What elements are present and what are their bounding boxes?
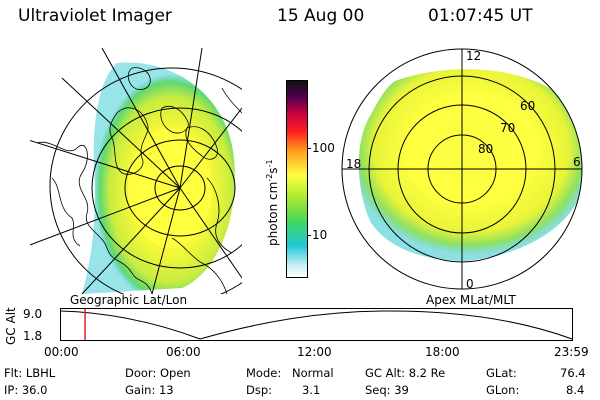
- instrument-title: Ultraviolet Imager: [18, 6, 172, 26]
- altitude-curve: [60, 310, 573, 340]
- time-label: 01:07:45 UT: [428, 6, 533, 26]
- geographic-map-label: Geographic Lat/Lon: [70, 293, 188, 307]
- altitude-axis-label: GC Alt: [4, 307, 18, 345]
- colorbar-tick-mark-10: [307, 235, 311, 236]
- mode-label: Mode:: [246, 366, 282, 380]
- time-tick-00: 00:00: [44, 345, 79, 359]
- ip-info: IP: 36.0: [4, 383, 48, 397]
- glat-label: GLat:: [486, 366, 517, 380]
- gain-info: Gain: 13: [125, 383, 174, 397]
- colorbar-tick-mark-100: [307, 148, 311, 149]
- dsp-label: Dsp:: [246, 383, 273, 397]
- mlat-label-70: 70: [500, 121, 515, 135]
- time-tick-06: 06:00: [166, 345, 201, 359]
- mlat-label-60: 60: [520, 99, 535, 113]
- altitude-tick-1-8: 1.8: [23, 329, 43, 343]
- colorbar-unit-label: photon cm-2s-1: [265, 159, 280, 246]
- mode-value: Normal: [292, 366, 334, 380]
- apex-map-label: Apex MLat/MLT: [426, 293, 516, 307]
- date-label: 15 Aug 00: [277, 6, 365, 26]
- glon-label: GLon:: [486, 383, 520, 397]
- glat-value: 76.4: [560, 366, 586, 380]
- altitude-plot: [60, 308, 573, 341]
- time-tick-18: 18:00: [425, 345, 460, 359]
- altitude-plot-frame: [60, 308, 573, 341]
- mlt-label-6: 6: [573, 155, 581, 169]
- door-info: Door: Open: [125, 366, 191, 380]
- mlat-label-80: 80: [478, 142, 493, 156]
- mlt-label-18: 18: [346, 157, 361, 171]
- filter-info: Flt: LBHL: [4, 366, 56, 380]
- seq-info: Seq: 39: [365, 383, 409, 397]
- time-tick-12: 12:00: [297, 345, 332, 359]
- colorbar: [286, 80, 308, 278]
- colorbar-tick-100: 100: [312, 141, 335, 155]
- coastlines: [36, 67, 242, 294]
- time-tick-2359: 23:59: [554, 345, 589, 359]
- gc-alt-info: GC Alt: 8.2 Re: [365, 366, 446, 380]
- lat-lon-grid: [30, 48, 242, 294]
- polar-grid: [341, 48, 583, 290]
- altitude-tick-9: 9.0: [23, 307, 43, 321]
- glon-value: 8.4: [566, 383, 585, 397]
- magnetic-polar-plot: 12 18 6 0 60 70 80: [341, 48, 583, 291]
- geographic-map: [30, 48, 242, 294]
- colorbar-tick-10: 10: [312, 228, 328, 242]
- mlt-label-12: 12: [466, 49, 481, 63]
- mlt-label-0: 0: [466, 277, 474, 291]
- dsp-value: 3.1: [302, 383, 321, 397]
